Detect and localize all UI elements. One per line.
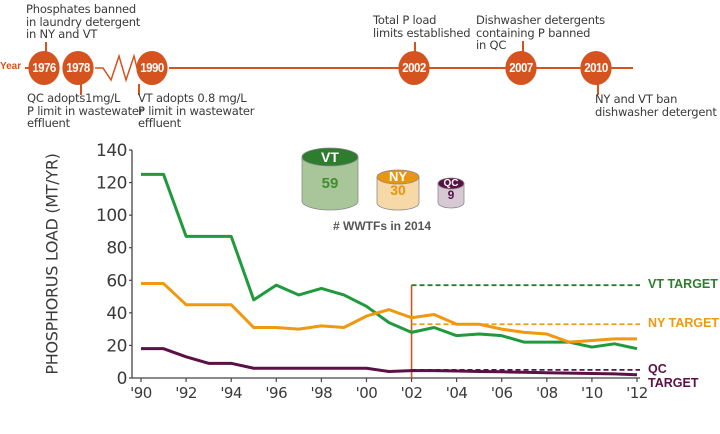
timeline-year-2010: 2010 [580,51,612,85]
x-tick-label: '02 [401,384,423,402]
wwtf-count-ny: 30 [390,181,406,198]
cylinder-top-qc [437,177,465,190]
cylinder-body-ny [376,176,420,211]
timeline-year-1990: 1990 [136,51,168,85]
cylinder-body-qc [437,183,465,209]
timeline-note-1990: VT adopts 0.8 mg/L P limit in wastewater… [138,91,255,130]
y-tick-label: 20 [106,336,127,356]
x-tick-label: '92 [175,384,197,402]
y-tick-label: 140 [96,141,127,161]
y-tick-label: 0 [117,369,127,389]
timeline-stem [80,84,82,95]
target-label-qc: QC TARGET [648,361,699,390]
y-tick-label: 40 [106,304,127,324]
timeline-year-2002: 2002 [398,51,430,85]
x-tick-label: '06 [491,384,513,402]
target-label-vt: VT TARGET [648,277,718,292]
cylinder-top-vt [301,147,359,167]
timeline-year-1976: 1976 [28,51,60,85]
y-tick-label: 120 [96,174,127,194]
cylinder-body-vt [301,156,359,211]
y-tick-label: 80 [106,239,127,259]
timeline-note-2002: Total P load limits established [373,13,471,40]
wwtf-caption: # WWTFs in 2014 [333,219,432,233]
x-tick-label: '94 [220,384,242,402]
timeline-year-2007: 2007 [505,51,537,85]
y-tick-label: 60 [106,271,127,291]
y-tick-label: 100 [96,206,127,226]
x-tick-label: '10 [581,384,603,402]
x-tick-label: '04 [446,384,468,402]
timeline-year-1978: 1978 [62,51,94,85]
timeline-note-1978: QC adopts1mg/L P limit in wastewater eff… [27,91,144,130]
wwtf-name-vt: VT [321,148,339,165]
cylinder-top-ny [376,169,420,185]
timeline-axis-segment [25,67,29,69]
timeline-stem [138,84,140,95]
wwtf-count-vt: 59 [321,175,339,192]
timeline-note-2010: NY and VT ban dishwasher detergent P [595,92,717,119]
timeline-note-1976: Phosphates banned in laundry detergent i… [26,2,141,41]
wwtf-name-qc: QC [443,177,459,189]
x-tick-label: '00 [356,384,378,402]
x-tick-label: '08 [536,384,558,402]
target-label-ny: NY TARGET [648,316,720,331]
timeline-stem [45,42,47,52]
timeline-note-2007: Dishwasher detergents containing P banne… [476,13,605,52]
timeline-stem [597,84,599,95]
x-tick-label: '96 [265,384,287,402]
wwtf-count-qc: 9 [447,187,455,202]
timeline-year-label: Year [0,61,22,72]
wwtf-name-ny: NY [388,169,408,185]
timeline-stem [522,41,524,52]
x-tick-label: '90 [130,384,152,402]
x-tick-label: '12 [626,384,648,402]
timeline-stem [414,42,416,52]
x-tick-label: '98 [311,384,333,402]
